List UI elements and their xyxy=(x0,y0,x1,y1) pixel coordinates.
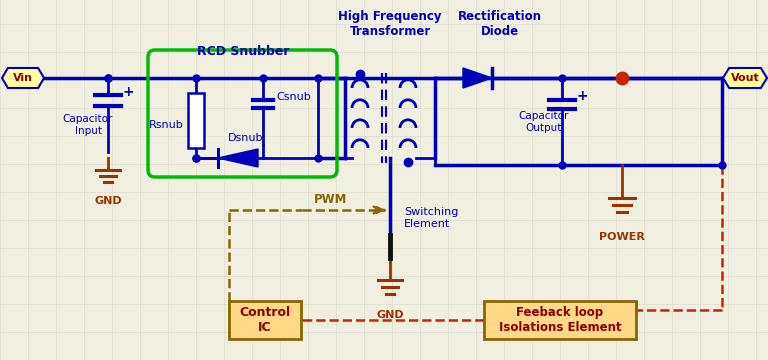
FancyBboxPatch shape xyxy=(229,301,301,339)
Text: Vin: Vin xyxy=(13,73,33,83)
Text: Csnub: Csnub xyxy=(276,92,311,102)
Text: PWM: PWM xyxy=(314,193,348,206)
Text: +: + xyxy=(123,85,134,99)
Text: High Frequency
Transformer: High Frequency Transformer xyxy=(338,10,442,38)
Text: Rectification
Diode: Rectification Diode xyxy=(458,10,542,38)
Text: Rsnub: Rsnub xyxy=(149,120,184,130)
Text: Capacitor
Output: Capacitor Output xyxy=(519,111,569,133)
Polygon shape xyxy=(218,149,258,167)
Polygon shape xyxy=(2,68,44,88)
Text: GND: GND xyxy=(94,196,122,206)
FancyBboxPatch shape xyxy=(484,301,636,339)
Polygon shape xyxy=(463,68,492,88)
Text: Dsnub: Dsnub xyxy=(227,133,263,143)
Text: GND: GND xyxy=(376,310,404,320)
Text: Control
IC: Control IC xyxy=(240,306,290,334)
Text: POWER: POWER xyxy=(599,232,645,242)
Text: Switching
Element: Switching Element xyxy=(404,207,458,229)
Text: Capacitor
Input: Capacitor Input xyxy=(63,114,113,136)
Text: Feeback loop
Isolations Element: Feeback loop Isolations Element xyxy=(498,306,621,334)
Text: Vout: Vout xyxy=(730,73,760,83)
Text: RCD Snubber: RCD Snubber xyxy=(197,45,290,58)
Polygon shape xyxy=(723,68,767,88)
Text: +: + xyxy=(577,89,588,103)
FancyBboxPatch shape xyxy=(188,93,204,148)
